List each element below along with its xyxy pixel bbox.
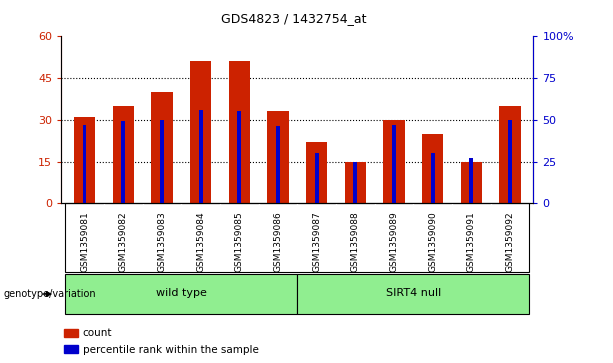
- Bar: [64, 345, 78, 354]
- Text: GDS4823 / 1432754_at: GDS4823 / 1432754_at: [221, 12, 367, 25]
- Bar: [229, 61, 250, 203]
- Bar: [113, 106, 134, 203]
- Bar: [74, 117, 95, 203]
- Text: GSM1359085: GSM1359085: [235, 211, 244, 272]
- Bar: [83, 125, 86, 203]
- Bar: [431, 153, 435, 203]
- Bar: [508, 120, 512, 203]
- Text: GSM1359092: GSM1359092: [506, 211, 514, 272]
- Bar: [422, 134, 443, 203]
- Text: GSM1359082: GSM1359082: [119, 211, 128, 272]
- Bar: [354, 162, 357, 203]
- Text: GSM1359086: GSM1359086: [273, 211, 283, 272]
- Bar: [199, 110, 202, 203]
- Bar: [306, 142, 327, 203]
- Bar: [151, 92, 172, 203]
- Text: GSM1359089: GSM1359089: [389, 211, 398, 272]
- Text: GSM1359088: GSM1359088: [351, 211, 360, 272]
- Text: GSM1359087: GSM1359087: [312, 211, 321, 272]
- Text: GSM1359081: GSM1359081: [80, 211, 89, 272]
- Text: wild type: wild type: [156, 288, 207, 298]
- Bar: [392, 125, 396, 203]
- Bar: [64, 329, 78, 337]
- Text: genotype/variation: genotype/variation: [3, 289, 96, 299]
- Text: GSM1359091: GSM1359091: [467, 211, 476, 272]
- Bar: [345, 162, 366, 203]
- Bar: [121, 122, 125, 203]
- Bar: [237, 111, 241, 203]
- Bar: [190, 61, 211, 203]
- Bar: [500, 106, 520, 203]
- Text: percentile rank within the sample: percentile rank within the sample: [83, 344, 259, 355]
- Text: GSM1359083: GSM1359083: [158, 211, 166, 272]
- FancyBboxPatch shape: [65, 274, 297, 314]
- Bar: [461, 162, 482, 203]
- Bar: [267, 111, 289, 203]
- Bar: [276, 126, 280, 203]
- Text: GSM1359090: GSM1359090: [428, 211, 437, 272]
- Bar: [314, 153, 319, 203]
- FancyBboxPatch shape: [297, 274, 530, 314]
- Text: SIRT4 null: SIRT4 null: [386, 288, 441, 298]
- Bar: [160, 120, 164, 203]
- Text: GSM1359084: GSM1359084: [196, 211, 205, 272]
- Text: count: count: [83, 328, 112, 338]
- Bar: [383, 120, 405, 203]
- Bar: [470, 158, 473, 203]
